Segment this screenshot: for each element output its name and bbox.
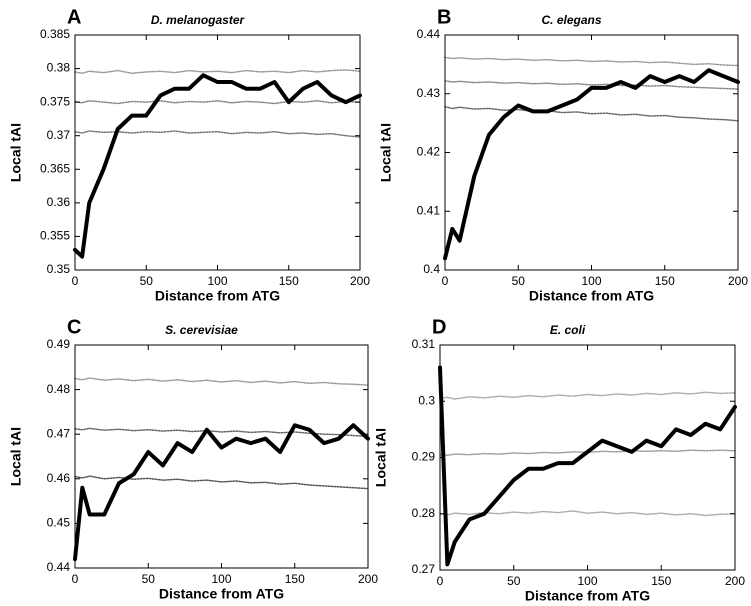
y-tick-label: 0.31 <box>412 337 436 351</box>
y-tick-label: 0.3 <box>418 393 435 407</box>
y-tick-label: 0.42 <box>417 145 441 159</box>
x-tick-label: 150 <box>655 274 675 288</box>
y-tick-label: 0.38 <box>47 61 71 75</box>
data-line <box>73 73 362 259</box>
x-tick-label: 100 <box>577 574 597 588</box>
x-tick-label: 50 <box>140 274 154 288</box>
x-tick-label: 150 <box>651 574 671 588</box>
y-tick-label: 0.27 <box>412 562 436 576</box>
y-tick-label: 0.41 <box>417 203 441 217</box>
reference-line <box>439 391 736 400</box>
y-tick-label: 0.35 <box>47 262 71 276</box>
x-tick-label: 50 <box>512 274 526 288</box>
y-tick-label: 0.385 <box>40 27 70 41</box>
reference-line <box>439 510 736 517</box>
y-tick-label: 0.44 <box>47 560 71 574</box>
panel-label: D <box>432 316 446 338</box>
x-tick-label: 100 <box>207 274 227 288</box>
x-tick-label: 200 <box>350 274 370 288</box>
plot-area <box>445 35 738 270</box>
reference-line <box>444 105 739 122</box>
y-tick-label: 0.29 <box>412 450 436 464</box>
reference-line <box>444 56 739 67</box>
y-axis-label: Local tAI <box>378 123 394 182</box>
reference-line <box>439 449 736 456</box>
y-tick-label: 0.45 <box>47 516 71 530</box>
y-tick-label: 0.365 <box>40 161 70 175</box>
y-tick-label: 0.36 <box>47 195 71 209</box>
chart-title: E. coli <box>550 323 586 337</box>
y-tick-label: 0.28 <box>412 506 436 520</box>
reference-line <box>74 69 361 75</box>
y-tick-label: 0.44 <box>417 27 441 41</box>
x-axis-label: Distance from ATG <box>525 588 650 604</box>
x-axis-label: Distance from ATG <box>529 288 654 304</box>
x-axis-label: Distance from ATG <box>155 288 280 304</box>
panel-label: B <box>437 6 451 28</box>
x-tick-label: 200 <box>725 574 745 588</box>
x-tick-label: 200 <box>728 274 748 288</box>
x-tick-label: 50 <box>142 572 156 586</box>
panel-label: C <box>67 316 81 338</box>
x-axis-label: Distance from ATG <box>159 586 284 602</box>
panel-label: A <box>67 6 81 28</box>
y-tick-label: 0.49 <box>47 337 71 351</box>
x-tick-label: 0 <box>72 572 79 586</box>
reference-line <box>74 130 361 138</box>
x-tick-label: 100 <box>211 572 231 586</box>
plot-area <box>75 35 360 270</box>
reference-line <box>74 475 369 490</box>
x-tick-label: 200 <box>358 572 378 586</box>
y-tick-label: 0.37 <box>47 128 71 142</box>
y-tick-label: 0.375 <box>40 94 70 108</box>
y-tick-label: 0.43 <box>417 86 441 100</box>
x-tick-label: 0 <box>442 274 449 288</box>
y-tick-label: 0.48 <box>47 382 71 396</box>
data-line <box>443 68 740 261</box>
x-tick-label: 150 <box>285 572 305 586</box>
data-line <box>73 423 370 562</box>
reference-line <box>444 80 739 90</box>
y-tick-label: 0.4 <box>423 262 440 276</box>
plot-area <box>440 345 735 570</box>
y-tick-label: 0.47 <box>47 426 71 440</box>
data-line <box>438 365 737 567</box>
x-tick-label: 150 <box>279 274 299 288</box>
reference-line <box>74 100 361 105</box>
chart-title: S. cerevisiae <box>165 323 238 337</box>
x-tick-label: 100 <box>581 274 601 288</box>
x-tick-label: 0 <box>437 574 444 588</box>
y-axis-label: Local tAI <box>8 123 24 182</box>
y-axis-label: Local tAI <box>8 427 24 486</box>
x-tick-label: 50 <box>507 574 521 588</box>
x-tick-label: 0 <box>72 274 79 288</box>
chart-title: C. elegans <box>541 13 601 27</box>
chart-title: D. melanogaster <box>151 13 246 27</box>
y-axis-label: Local tAI <box>373 428 389 487</box>
reference-line <box>74 377 369 386</box>
y-tick-label: 0.46 <box>47 471 71 485</box>
y-tick-label: 0.355 <box>40 229 70 243</box>
